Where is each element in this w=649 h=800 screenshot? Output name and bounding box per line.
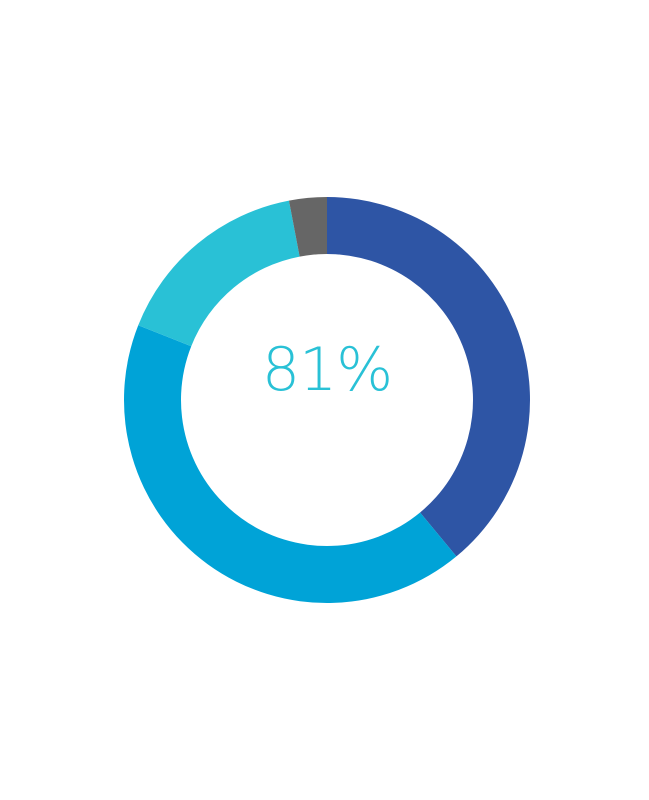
donut-slice-2 bbox=[123, 325, 457, 603]
center-percentage-label: 81% bbox=[262, 335, 392, 405]
donut-slices bbox=[123, 197, 530, 603]
donut-slice-1 bbox=[327, 197, 530, 557]
donut-slice-4 bbox=[288, 197, 327, 257]
donut-slice-3 bbox=[138, 200, 300, 347]
